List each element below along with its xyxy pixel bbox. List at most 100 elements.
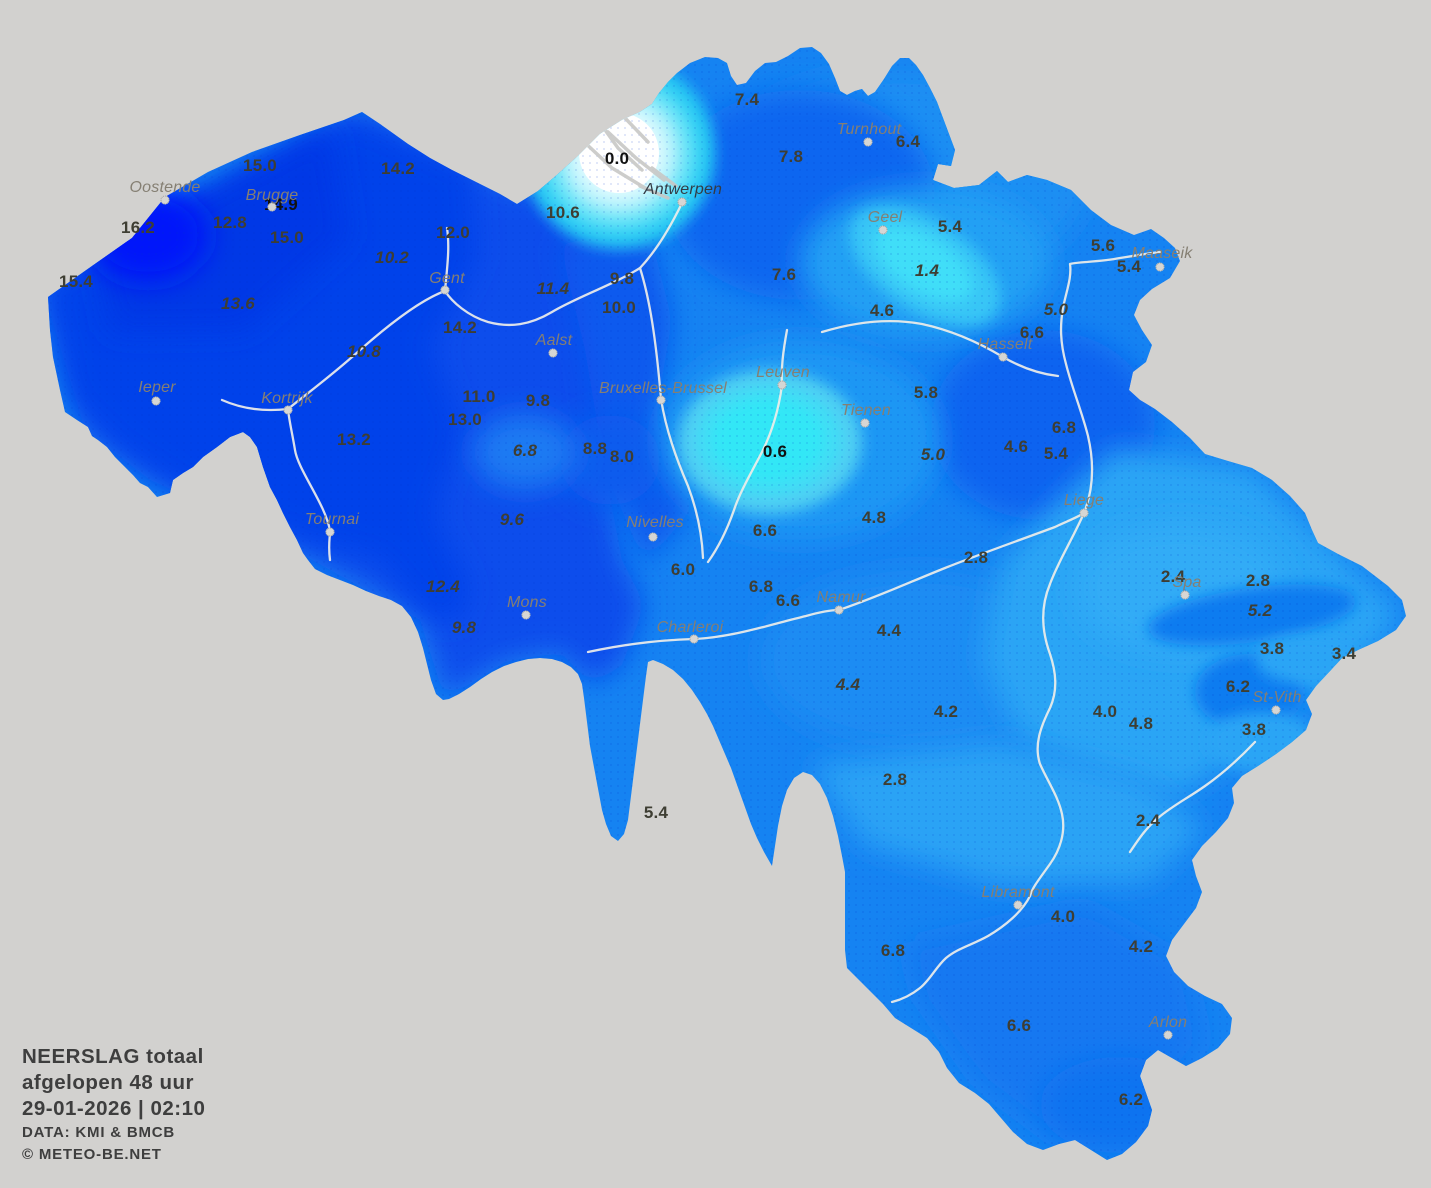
city-dot (863, 137, 873, 147)
map-value: 10.8 (347, 342, 381, 361)
map-value: 12.0 (436, 223, 470, 242)
map-value: 2.8 (1245, 571, 1271, 590)
map-value: 2.4 (1135, 811, 1161, 830)
map-value: 5.4 (643, 803, 669, 822)
map-value: 5.0 (920, 445, 946, 464)
city-label: Bruxelles-Brussel (599, 380, 727, 397)
map-value: 6.8 (512, 441, 538, 460)
city-label: Ieper (138, 379, 176, 396)
map-value: 13.2 (337, 430, 371, 449)
map-value: 9.8 (451, 618, 477, 637)
city-dot (648, 532, 658, 542)
map-value: 6.2 (1225, 677, 1251, 696)
map-value: 7.6 (771, 265, 797, 284)
city-label: Namur (816, 589, 866, 606)
city-label: Maaseik (1131, 245, 1193, 262)
map-value: 9.8 (525, 391, 551, 410)
city-dot (548, 348, 558, 358)
map-title-datetime: 29-01-2026 | 02:10 (22, 1097, 206, 1120)
city-dot (1271, 705, 1281, 715)
city-dot (860, 418, 870, 428)
city-dot (160, 195, 170, 205)
map-value: 6.6 (1019, 323, 1045, 342)
city-label: Oostende (129, 179, 201, 196)
map-value: 15.0 (243, 156, 277, 175)
city-label: Mons (507, 594, 547, 611)
map-value: 5.4 (1116, 257, 1142, 276)
map-value: 6.6 (1006, 1016, 1032, 1035)
map-value: 6.6 (752, 521, 778, 540)
city-label: Geel (867, 209, 903, 226)
city-dot (440, 285, 450, 295)
city-dot (998, 352, 1008, 362)
map-value: 4.4 (835, 675, 861, 694)
city-label: Gent (429, 270, 465, 287)
city-dot (689, 634, 699, 644)
map-value: 5.4 (937, 217, 963, 236)
map-value: 10.6 (546, 203, 580, 222)
city-label: Spa (1172, 574, 1202, 591)
city-label: Brugge (245, 187, 299, 204)
city-dot (677, 197, 687, 207)
map-value: 5.2 (1247, 601, 1273, 620)
map-value: 2.8 (882, 770, 908, 789)
map-value: 4.0 (1050, 907, 1076, 926)
map-value: 4.4 (876, 621, 902, 640)
city-dot (656, 395, 666, 405)
map-value: 11.4 (536, 279, 570, 298)
city-label: Aalst (535, 332, 573, 349)
city-label: Charleroi (656, 619, 724, 636)
map-value: 4.6 (869, 301, 895, 320)
map-value: 6.6 (775, 591, 801, 610)
city-dot (1079, 508, 1089, 518)
city-dot (1163, 1030, 1173, 1040)
map-value: 14.2 (443, 318, 477, 337)
map-value: 12.4 (426, 577, 460, 596)
map-title-line2: afgelopen 48 uur (22, 1071, 195, 1094)
map-value: 6.4 (895, 132, 921, 151)
city-dot (1180, 590, 1190, 600)
city-dot (1155, 262, 1165, 272)
city-dot (283, 405, 293, 415)
map-value: 1.4 (914, 261, 940, 280)
map-value: 12.8 (213, 213, 247, 232)
map-value: 6.8 (880, 941, 906, 960)
city-label: Antwerpen (643, 181, 723, 198)
map-value: 0.0 (604, 149, 630, 168)
city-dot (521, 610, 531, 620)
city-label: Nivelles (626, 514, 684, 531)
city-label: Tienen (841, 402, 891, 419)
map-value: 6.8 (1051, 418, 1077, 437)
map-value: 10.2 (375, 248, 409, 267)
map-value: 6.2 (1118, 1090, 1144, 1109)
map-value: 5.4 (1043, 444, 1069, 463)
map-value: 4.8 (861, 508, 887, 527)
map-value: 13.0 (448, 410, 482, 429)
map-value: 7.4 (734, 90, 760, 109)
map-value: 13.6 (221, 294, 255, 313)
city-dot (834, 605, 844, 615)
copyright-credit: © METEO-BE.NET (22, 1146, 162, 1163)
map-value: 11.0 (462, 387, 496, 406)
map-value: 9.6 (499, 510, 525, 529)
city-label: Libramont (981, 884, 1055, 901)
data-source-credit: DATA: KMI & BMCB (22, 1124, 176, 1141)
map-value: 8.8 (582, 439, 608, 458)
map-value: 9.8 (609, 269, 635, 288)
city-dot (777, 380, 787, 390)
city-label: Arlon (1148, 1014, 1188, 1031)
map-value: 5.6 (1090, 236, 1116, 255)
map-value: 15.4 (59, 272, 93, 291)
map-value: 4.6 (1003, 437, 1029, 456)
city-dot (878, 225, 888, 235)
city-dot (1013, 900, 1023, 910)
city-dot (325, 527, 335, 537)
map-value: 5.8 (913, 383, 939, 402)
title-block: NEERSLAG totaal afgelopen 48 uur 29-01-2… (22, 1044, 205, 1166)
map-value: 0.6 (762, 442, 788, 461)
city-label: St-Vith (1252, 689, 1302, 706)
map-value: 3.8 (1259, 639, 1285, 658)
